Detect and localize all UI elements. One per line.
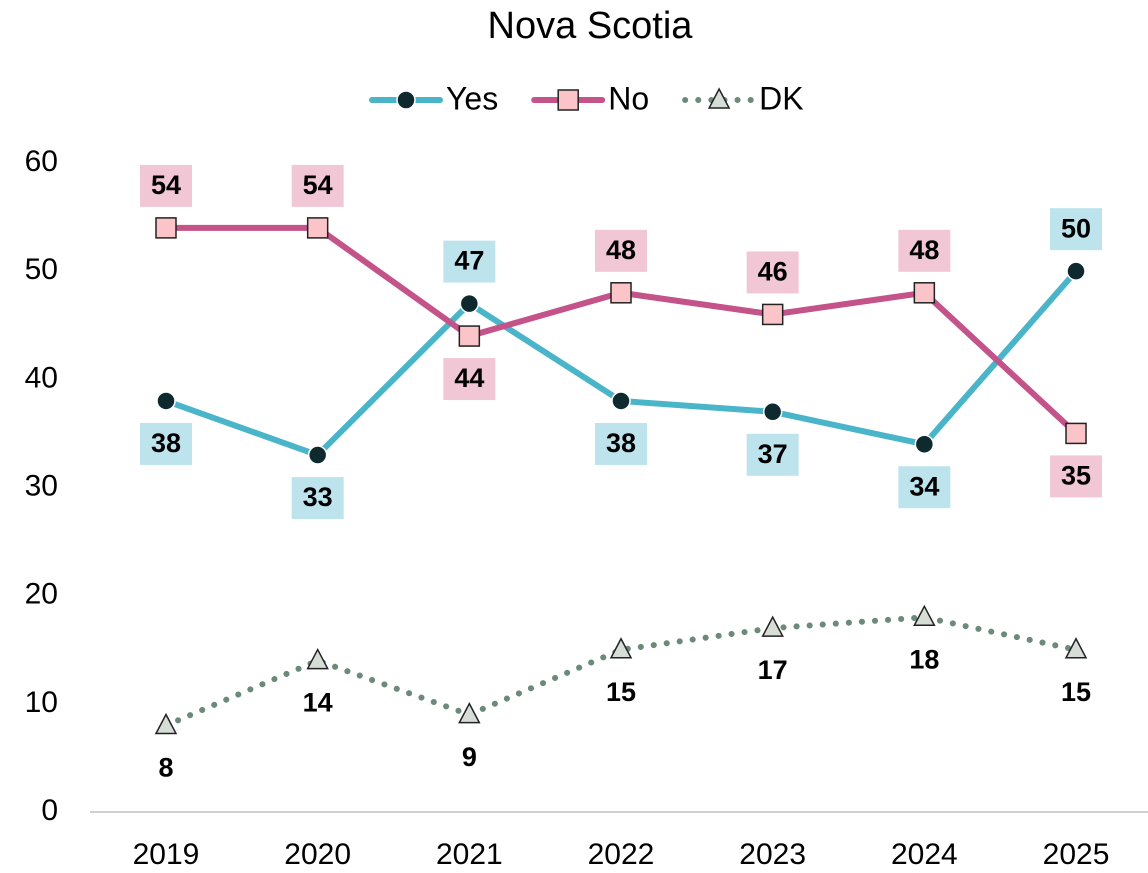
y-tick-label: 30 <box>25 469 58 502</box>
marker <box>1066 261 1086 281</box>
x-tick-label: 2023 <box>739 838 806 871</box>
chart-title: Nova Scotia <box>488 5 694 47</box>
label-box <box>595 229 648 272</box>
legend-label: Yes <box>446 80 498 116</box>
marker <box>1065 422 1087 445</box>
marker <box>761 615 784 637</box>
data-label: 44 <box>454 363 484 393</box>
data-label: 54 <box>303 170 333 200</box>
data-label: 48 <box>909 235 939 265</box>
x-tick-label: 2021 <box>436 838 503 871</box>
x-tick-label: 2020 <box>284 838 351 871</box>
data-label: 37 <box>758 439 788 469</box>
legend-marker <box>707 87 731 109</box>
data-label: 54 <box>151 170 181 200</box>
label-box <box>746 251 799 294</box>
data-label: 34 <box>909 471 939 501</box>
label-box <box>291 164 344 207</box>
data-label: 35 <box>1061 461 1091 491</box>
label-box <box>898 229 951 272</box>
marker <box>156 391 176 411</box>
marker <box>762 402 783 422</box>
marker <box>611 391 631 411</box>
marker <box>459 293 480 314</box>
marker <box>761 303 784 326</box>
label-box <box>443 358 496 401</box>
y-tick-label: 0 <box>41 794 58 827</box>
data-label: 18 <box>909 644 939 674</box>
marker <box>154 712 178 735</box>
x-tick-label: 2025 <box>1043 838 1110 871</box>
marker <box>913 282 936 304</box>
label-box <box>746 433 799 476</box>
data-label: 46 <box>758 257 788 287</box>
marker <box>306 217 329 239</box>
data-label: 14 <box>303 688 333 718</box>
label-box <box>1050 208 1103 251</box>
label-box <box>291 477 344 520</box>
marker <box>609 637 633 659</box>
data-label: 8 <box>158 753 173 783</box>
marker <box>914 434 935 454</box>
marker <box>458 325 481 347</box>
data-label: 15 <box>606 677 636 707</box>
label-box <box>140 164 192 207</box>
y-tick-label: 50 <box>25 253 58 286</box>
y-tick-label: 60 <box>25 145 58 178</box>
data-label: 38 <box>606 428 636 458</box>
data-label: 47 <box>454 246 484 276</box>
label-box <box>443 240 496 283</box>
legend-marker <box>396 90 416 110</box>
data-label: 9 <box>462 742 477 772</box>
marker <box>307 445 328 465</box>
label-box <box>898 466 951 509</box>
y-tick-label: 40 <box>25 361 58 394</box>
data-label: 33 <box>303 482 333 512</box>
x-tick-label: 2022 <box>588 838 655 871</box>
label-box <box>1050 455 1103 498</box>
y-tick-label: 10 <box>25 686 58 719</box>
data-label: 38 <box>151 428 181 458</box>
legend-marker <box>557 89 579 111</box>
y-tick-label: 20 <box>25 578 58 611</box>
marker <box>155 217 177 239</box>
marker <box>306 647 329 670</box>
legend-label: DK <box>759 80 803 116</box>
x-tick-label: 2019 <box>133 838 200 871</box>
data-label: 17 <box>758 655 788 685</box>
data-label: 50 <box>1061 213 1091 243</box>
marker <box>1064 637 1088 659</box>
data-label: 15 <box>1061 677 1091 707</box>
x-tick-label: 2024 <box>891 838 958 871</box>
marker <box>610 282 632 304</box>
marker <box>913 604 936 627</box>
legend-label: No <box>608 80 649 116</box>
marker <box>458 702 481 724</box>
label-box <box>595 422 648 465</box>
data-label: 48 <box>606 235 636 265</box>
label-box <box>140 422 192 465</box>
